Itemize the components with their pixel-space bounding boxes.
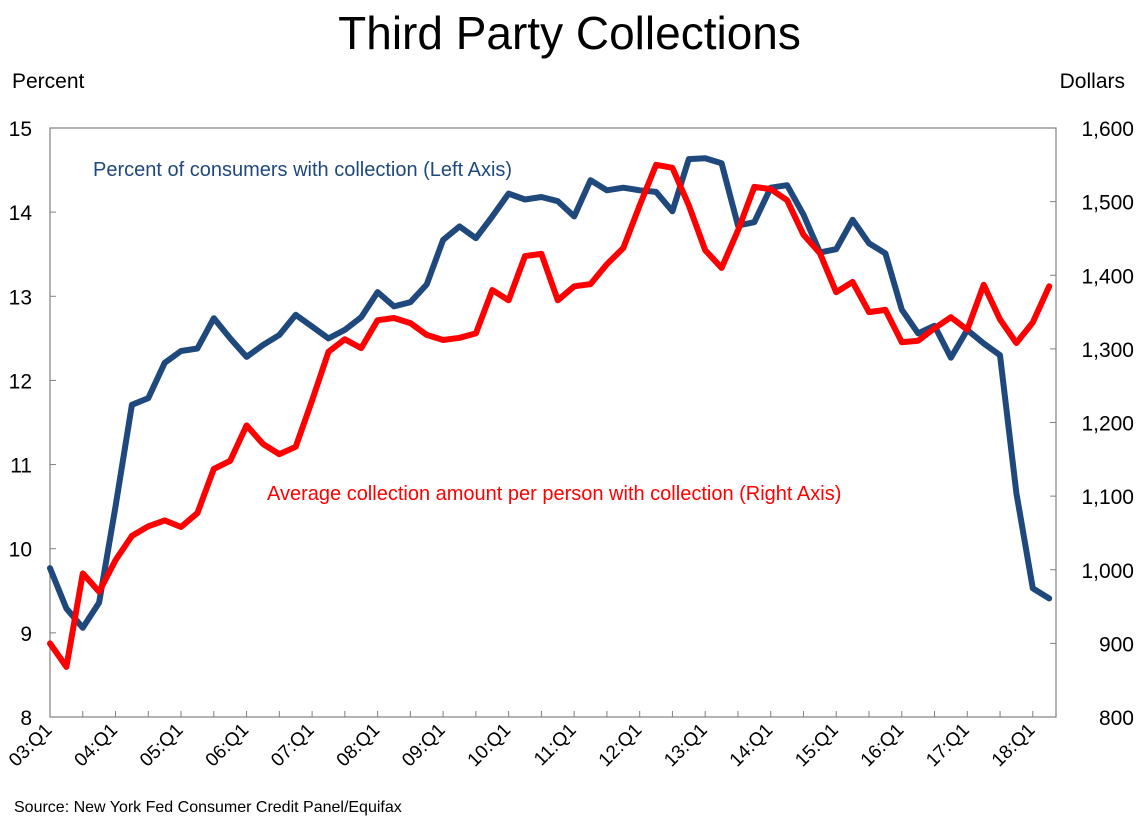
right-axis-tick-label: 1,300 [1081,339,1134,362]
x-axis-tick-label: 17:Q1 [922,720,973,771]
left-axis-tick-label: 10 [9,539,32,562]
x-axis-tick-label: 16:Q1 [857,720,908,771]
left-axis-tick-label: 15 [9,118,32,141]
left-axis-unit-label: Percent [12,70,85,93]
left-axis-tick-label: 8 [20,707,32,730]
annotation-left-series: Percent of consumers with collection (Le… [93,159,512,181]
right-axis-tick-label: 1,100 [1081,486,1134,509]
x-axis-tick-label: 12:Q1 [595,720,646,771]
left-axis-tick-label: 9 [20,623,32,646]
x-axis: 03:Q1 04:Q1 05:Q1 06:Q1 07:Q1 08:Q1 09:Q1 10:Q1… [5,711,1039,771]
x-axis-tick-label: 14:Q1 [726,720,777,771]
left-axis-tick-label: 14 [9,202,33,225]
plot-area-frame [49,127,1057,718]
right-axis-tick-label: 1,500 [1081,192,1134,215]
left-axis-tick-label: 11 [10,455,32,478]
annotation-right-series: Average collection amount per person wit… [267,483,841,505]
x-axis-tick-label: 18:Q1 [988,720,1039,771]
series-layer [47,155,1053,670]
left-axis-tick-label: 12 [9,370,32,393]
right-axis-unit-label: Dollars [1059,70,1125,93]
source-note: Source: New York Fed Consumer Credit Pan… [14,799,402,816]
x-axis-tick-label: 07:Q1 [267,720,318,771]
series-line-average-amount [47,161,1053,670]
x-axis-tick-label: 13:Q1 [660,720,711,771]
right-axis-tick-label: 1,000 [1081,560,1134,583]
x-axis-tick-label: 06:Q1 [202,720,253,771]
right-axis-tick-label: 1,600 [1081,118,1134,141]
x-axis-tick-label: 09:Q1 [398,720,449,771]
right-axis-tick-label: 900 [1099,633,1134,656]
chart-title: Third Party Collections [338,7,801,59]
left-axis-tick-label: 13 [9,286,32,309]
x-axis-tick-label: 04:Q1 [71,720,122,771]
right-axis: 800 900 1,000 1,100 1,200 1,300 1,400 1,500 1,60… [1050,118,1134,730]
x-axis-tick-label: 05:Q1 [136,720,187,771]
left-axis: 8 9 10 11 12 13 14 15 [9,118,56,730]
x-axis-tick-label: 15:Q1 [791,720,842,771]
x-axis-tick-label: 08:Q1 [333,720,384,771]
x-axis-tick-label: 11:Q1 [530,720,580,770]
series-line-percent-consumers [47,155,1053,631]
right-axis-tick-label: 1,200 [1081,413,1134,436]
x-axis-tick-label: 10:Q1 [464,720,515,771]
right-axis-tick-label: 800 [1099,707,1134,730]
right-axis-tick-label: 1,400 [1081,265,1134,288]
